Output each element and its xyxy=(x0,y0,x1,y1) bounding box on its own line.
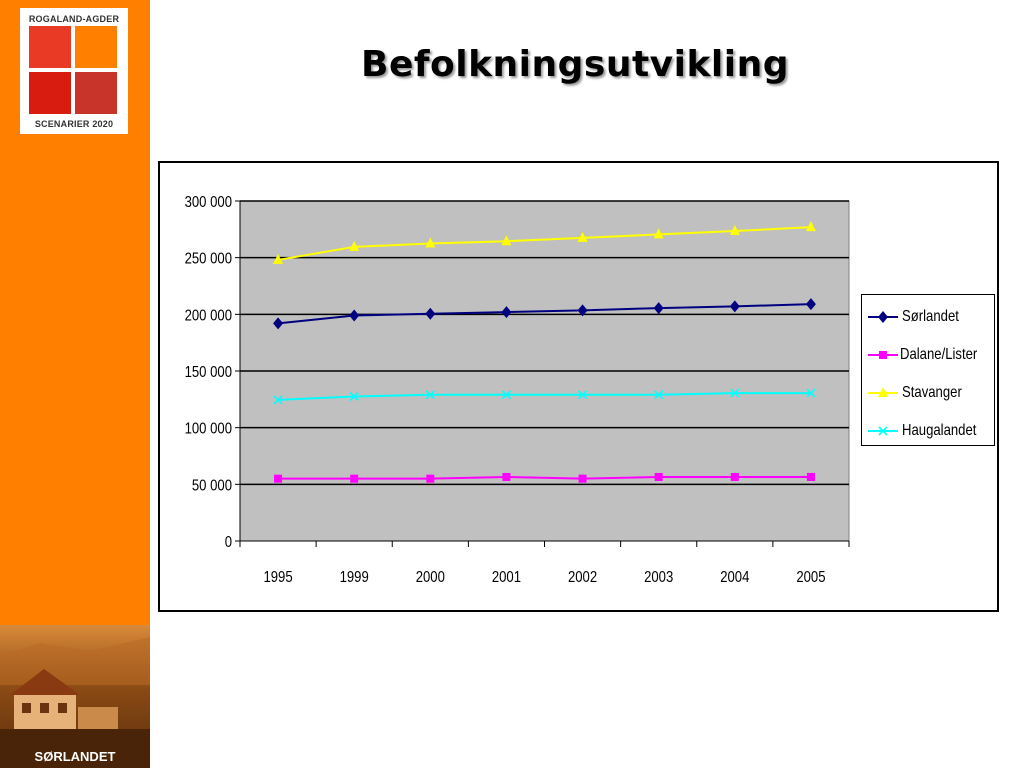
data-point-stavanger xyxy=(805,221,816,232)
legend-item: Dalane/Lister xyxy=(866,345,994,365)
x-tick-label: 2002 xyxy=(568,569,597,586)
series-line-dalane-lister xyxy=(278,475,811,480)
logo-square xyxy=(75,26,117,68)
legend-label: Sørlandet xyxy=(902,308,959,325)
y-tick-label: 50 000 xyxy=(192,477,232,494)
data-point-haugalandet xyxy=(501,390,512,400)
data-point-dalane-lister xyxy=(730,472,739,481)
x-tick-label: 2004 xyxy=(720,569,749,586)
legend-swatch xyxy=(868,387,898,397)
data-point-stavanger xyxy=(501,235,512,246)
data-point-s-rlandet xyxy=(501,306,512,319)
logo-square xyxy=(29,26,71,68)
data-point-s-rlandet xyxy=(349,309,360,322)
legend-swatch xyxy=(868,351,898,359)
data-point-haugalandet xyxy=(425,390,435,400)
photo-caption: SØRLANDET xyxy=(34,749,116,764)
x-tick-label: 1999 xyxy=(340,569,369,586)
x-tick-label: 2001 xyxy=(492,569,521,586)
sidebar: ROGALAND-AGDER SCENARIER 2020 SØRLANDET xyxy=(0,0,150,768)
x-tick-label: 2000 xyxy=(416,569,445,586)
data-point-dalane-lister xyxy=(654,472,663,481)
logo-square xyxy=(75,72,117,114)
data-point-dalane-lister xyxy=(426,474,435,483)
data-point-s-rlandet xyxy=(729,300,740,313)
data-point-dalane-lister xyxy=(578,474,587,483)
data-point-haugalandet xyxy=(577,390,588,400)
data-point-s-rlandet xyxy=(805,298,816,311)
data-point-stavanger xyxy=(273,253,284,264)
line-chart: 0 50 000 100 000 150 000 200 000 250 000 300 0… xyxy=(185,194,850,586)
x-tick-label: 2005 xyxy=(796,569,825,586)
data-point-haugalandet xyxy=(273,395,283,405)
series-line-stavanger xyxy=(277,226,811,261)
series-line-haugalandet xyxy=(278,392,811,401)
y-tick-label: 250 000 xyxy=(185,251,232,268)
y-tick-label: 0 xyxy=(225,534,232,551)
chart-legend: Sørlandet Dalane/Lister Stavanger Haugaland… xyxy=(861,294,995,446)
house-photo: SØRLANDET xyxy=(0,625,150,768)
legend-item: Sørlandet xyxy=(866,307,994,327)
data-point-stavanger xyxy=(577,231,588,242)
x-tick-label: 2003 xyxy=(644,569,673,586)
data-point-haugalandet xyxy=(806,388,816,398)
data-point-haugalandet xyxy=(730,388,740,398)
data-point-dalane-lister xyxy=(350,474,359,483)
legend-swatch xyxy=(868,426,898,436)
logo-bottom-text: SCENARIER 2020 xyxy=(34,119,114,129)
data-point-s-rlandet xyxy=(653,302,664,315)
data-point-stavanger xyxy=(729,225,740,236)
data-point-s-rlandet xyxy=(273,317,284,330)
house-photo-image xyxy=(0,637,150,768)
legend-item: Stavanger xyxy=(866,383,994,403)
y-tick-label: 300 000 xyxy=(185,194,232,211)
y-tick-label: 150 000 xyxy=(185,364,232,381)
legend-label: Dalane/Lister xyxy=(899,346,978,363)
legend-item: Haugalandet xyxy=(866,421,994,441)
legend-swatch xyxy=(868,311,898,323)
logo-square xyxy=(29,72,71,114)
chart-frame: 0 50 000 100 000 150 000 200 000 250 000 300 0… xyxy=(158,161,999,612)
data-point-dalane-lister xyxy=(806,472,815,481)
data-point-haugalandet xyxy=(349,391,359,402)
logo: ROGALAND-AGDER SCENARIER 2020 xyxy=(20,8,128,134)
data-point-s-rlandet xyxy=(425,307,436,320)
y-tick-label: 100 000 xyxy=(185,421,232,438)
legend-label: Stavanger xyxy=(902,384,962,401)
data-point-stavanger xyxy=(425,237,436,248)
series-line-s-rlandet xyxy=(277,303,811,325)
data-point-stavanger xyxy=(653,228,664,239)
x-tick-label: 1995 xyxy=(263,569,292,586)
logo-top-text: ROGALAND-AGDER xyxy=(28,14,120,24)
y-tick-label: 200 000 xyxy=(185,307,232,324)
data-point-haugalandet xyxy=(654,390,664,400)
data-point-stavanger xyxy=(349,240,360,251)
data-point-dalane-lister xyxy=(502,472,511,481)
data-point-dalane-lister xyxy=(274,474,283,483)
data-point-s-rlandet xyxy=(577,304,588,317)
slide-title: Befolkningsutvikling xyxy=(361,44,789,85)
legend-label: Haugalandet xyxy=(902,422,977,439)
